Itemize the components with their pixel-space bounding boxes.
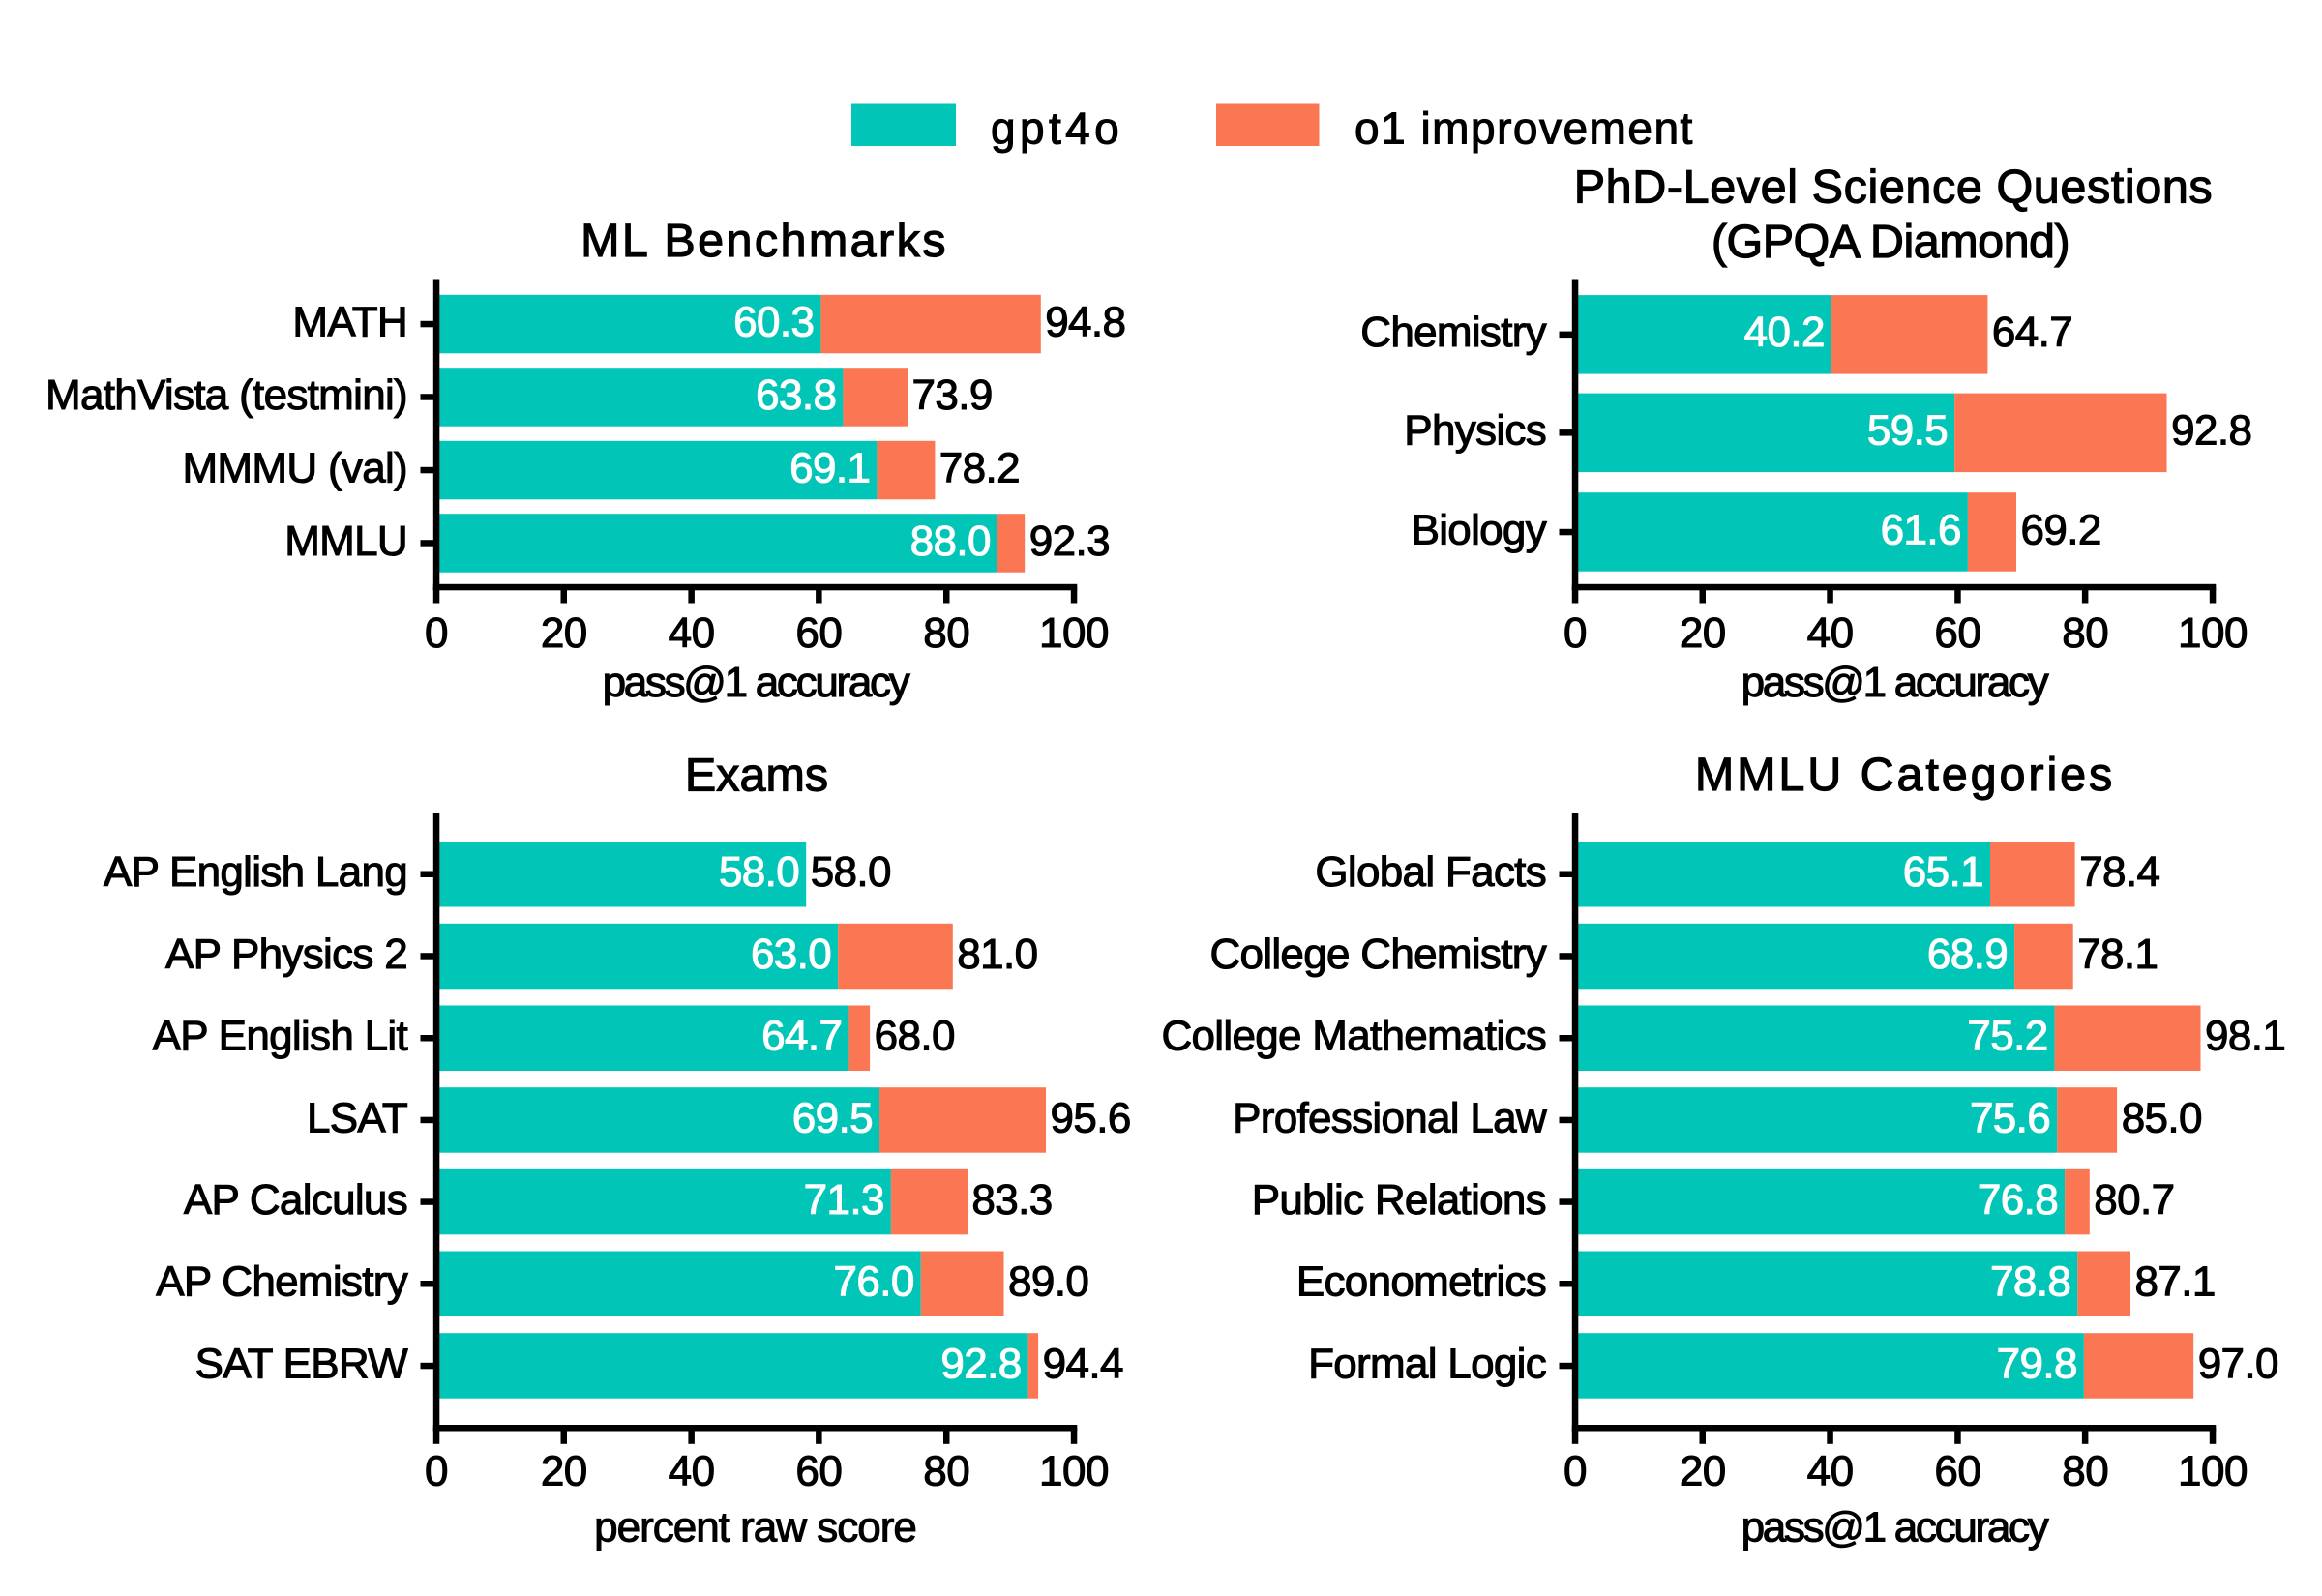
svg-text:0: 0 xyxy=(425,1448,448,1495)
svg-text:AP Chemistry: AP Chemistry xyxy=(156,1258,407,1306)
svg-text:76.8: 76.8 xyxy=(1978,1176,2058,1224)
svg-text:71.3: 71.3 xyxy=(804,1176,884,1224)
svg-text:Biology: Biology xyxy=(1412,506,1547,553)
svg-text:73.9: 73.9 xyxy=(912,371,993,419)
svg-text:69.1: 69.1 xyxy=(789,444,870,491)
svg-text:20: 20 xyxy=(1680,1448,1726,1495)
svg-text:75.2: 75.2 xyxy=(1967,1013,2047,1060)
svg-text:97.0: 97.0 xyxy=(2198,1340,2278,1387)
svg-text:40: 40 xyxy=(1807,1448,1854,1495)
svg-text:89.0: 89.0 xyxy=(1008,1258,1088,1306)
svg-text:Exams: Exams xyxy=(685,750,828,802)
svg-text:78.8: 78.8 xyxy=(1990,1258,2070,1306)
svg-text:20: 20 xyxy=(541,609,587,657)
svg-text:AP English Lit: AP English Lit xyxy=(153,1013,408,1060)
svg-text:64.7: 64.7 xyxy=(761,1013,842,1060)
svg-text:68.9: 68.9 xyxy=(1927,931,2008,978)
svg-text:61.6: 61.6 xyxy=(1881,506,1961,553)
svg-text:Chemistry: Chemistry xyxy=(1360,309,1546,356)
svg-text:40: 40 xyxy=(669,1448,715,1495)
svg-text:Formal Logic: Formal Logic xyxy=(1308,1340,1546,1387)
svg-text:88.0: 88.0 xyxy=(910,517,991,565)
svg-text:20: 20 xyxy=(1680,609,1726,657)
svg-text:0: 0 xyxy=(1563,609,1587,657)
svg-text:Econometrics: Econometrics xyxy=(1296,1258,1546,1306)
svg-text:PhD-Level Science Questions: PhD-Level Science Questions xyxy=(1574,162,2214,214)
svg-text:80: 80 xyxy=(923,1448,969,1495)
svg-text:ML Benchmarks: ML Benchmarks xyxy=(580,215,948,267)
svg-text:40.2: 40.2 xyxy=(1744,309,1825,356)
svg-text:60.3: 60.3 xyxy=(733,298,814,345)
svg-text:80.7: 80.7 xyxy=(2094,1176,2174,1224)
svg-text:92.8: 92.8 xyxy=(2171,407,2251,455)
svg-text:76.0: 76.0 xyxy=(834,1258,914,1306)
svg-text:79.8: 79.8 xyxy=(1997,1340,2077,1387)
svg-text:MMLU: MMLU xyxy=(284,517,407,565)
svg-text:78.1: 78.1 xyxy=(2077,931,2158,978)
svg-text:78.2: 78.2 xyxy=(939,444,1020,491)
svg-text:MMMU (val): MMMU (val) xyxy=(182,444,407,491)
svg-text:59.5: 59.5 xyxy=(1867,407,1948,455)
svg-text:Global Facts: Global Facts xyxy=(1315,848,1546,896)
svg-text:80: 80 xyxy=(2062,1448,2108,1495)
svg-text:92.8: 92.8 xyxy=(940,1340,1021,1387)
svg-text:MATH: MATH xyxy=(292,298,407,345)
svg-text:65.1: 65.1 xyxy=(1903,848,1983,896)
svg-text:pass@1 accuracy: pass@1 accuracy xyxy=(603,659,910,706)
svg-text:College Chemistry: College Chemistry xyxy=(1209,931,1546,978)
svg-text:60: 60 xyxy=(795,609,842,657)
svg-text:98.1: 98.1 xyxy=(2205,1013,2285,1060)
svg-text:63.0: 63.0 xyxy=(751,931,831,978)
svg-text:58.0: 58.0 xyxy=(719,848,799,896)
svg-text:SAT EBRW: SAT EBRW xyxy=(195,1340,409,1387)
svg-text:100: 100 xyxy=(2178,609,2248,657)
svg-text:80: 80 xyxy=(2062,609,2108,657)
svg-text:o1 improvement: o1 improvement xyxy=(1354,103,1694,154)
svg-text:94.4: 94.4 xyxy=(1043,1340,1123,1387)
svg-text:92.3: 92.3 xyxy=(1029,517,1110,565)
svg-text:81.0: 81.0 xyxy=(957,931,1037,978)
svg-text:75.6: 75.6 xyxy=(1970,1094,2050,1141)
svg-text:MathVista (testmini): MathVista (testmini) xyxy=(45,371,407,419)
svg-text:60: 60 xyxy=(1934,1448,1980,1495)
svg-text:College Mathematics: College Mathematics xyxy=(1161,1013,1546,1060)
svg-text:40: 40 xyxy=(669,609,715,657)
svg-text:63.8: 63.8 xyxy=(756,371,836,419)
svg-text:0: 0 xyxy=(1563,1448,1587,1495)
svg-text:78.4: 78.4 xyxy=(2079,848,2159,896)
svg-text:(GPQA Diamond): (GPQA Diamond) xyxy=(1712,216,2069,268)
svg-text:Physics: Physics xyxy=(1404,407,1546,455)
svg-text:40: 40 xyxy=(1807,609,1854,657)
svg-text:68.0: 68.0 xyxy=(875,1013,955,1060)
svg-text:64.7: 64.7 xyxy=(1992,309,2072,356)
svg-text:87.1: 87.1 xyxy=(2135,1258,2216,1306)
svg-text:AP Calculus: AP Calculus xyxy=(184,1176,407,1224)
svg-text:94.8: 94.8 xyxy=(1045,298,1125,345)
svg-text:20: 20 xyxy=(541,1448,587,1495)
svg-text:LSAT: LSAT xyxy=(307,1094,407,1141)
svg-text:95.6: 95.6 xyxy=(1051,1094,1131,1141)
svg-text:AP English Lang: AP English Lang xyxy=(104,848,407,896)
svg-text:58.0: 58.0 xyxy=(811,848,891,896)
svg-text:0: 0 xyxy=(425,609,448,657)
svg-text:percent raw score: percent raw score xyxy=(594,1503,916,1551)
svg-text:80: 80 xyxy=(923,609,969,657)
svg-text:100: 100 xyxy=(2178,1448,2248,1495)
svg-text:100: 100 xyxy=(1039,1448,1109,1495)
svg-text:69.5: 69.5 xyxy=(792,1094,873,1141)
svg-text:60: 60 xyxy=(795,1448,842,1495)
svg-text:69.2: 69.2 xyxy=(2021,506,2101,553)
svg-text:60: 60 xyxy=(1934,609,1980,657)
svg-text:85.0: 85.0 xyxy=(2122,1094,2202,1141)
svg-text:pass@1 accuracy: pass@1 accuracy xyxy=(1742,1503,2049,1551)
svg-text:MMLU Categories: MMLU Categories xyxy=(1695,749,2115,801)
svg-text:Public Relations: Public Relations xyxy=(1252,1176,1546,1224)
svg-text:83.3: 83.3 xyxy=(971,1176,1052,1224)
svg-text:gpt4o: gpt4o xyxy=(991,103,1123,153)
svg-text:Professional Law: Professional Law xyxy=(1233,1094,1547,1141)
svg-text:100: 100 xyxy=(1039,609,1109,657)
svg-text:AP Physics 2: AP Physics 2 xyxy=(165,931,407,978)
svg-text:pass@1 accuracy: pass@1 accuracy xyxy=(1742,659,2049,706)
